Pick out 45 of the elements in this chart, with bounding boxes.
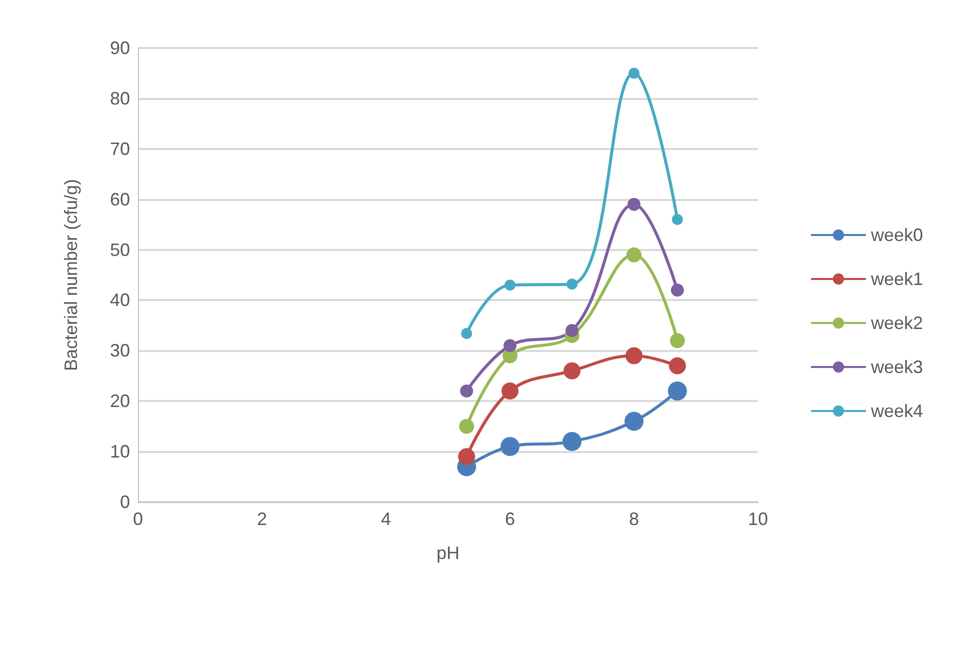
point	[626, 247, 642, 262]
point	[628, 198, 640, 211]
y-tick-label: 90	[110, 38, 130, 58]
x-tick-label: 4	[380, 509, 392, 529]
point	[504, 280, 516, 291]
x-tick-label: 8	[628, 509, 640, 529]
y-axis-title: Bacterial number (cfu/g)	[61, 178, 81, 372]
point	[668, 382, 687, 401]
y-tick-label: 0	[120, 492, 130, 512]
x-tick-label: 6	[504, 509, 516, 529]
legend-label: week4	[870, 401, 923, 421]
x-tick-label: 2	[256, 509, 268, 529]
x-tick-label: 10	[748, 509, 768, 529]
point	[628, 68, 640, 79]
point	[504, 339, 516, 352]
point	[461, 328, 472, 340]
point	[460, 384, 474, 398]
legend-label: week1	[870, 269, 923, 289]
point	[564, 362, 580, 380]
point	[624, 412, 644, 431]
y-tick-label: 40	[110, 290, 130, 310]
y-tick-label: 30	[110, 340, 130, 361]
legend-label: week0	[870, 225, 923, 245]
point	[672, 214, 683, 226]
point	[626, 347, 642, 364]
point	[566, 324, 578, 337]
point	[502, 382, 518, 400]
point	[458, 448, 476, 466]
y-tick-label: 20	[110, 391, 130, 412]
point	[562, 432, 582, 451]
y-tick-label: 70	[110, 138, 130, 159]
y-tick-label: 10	[110, 442, 130, 462]
y-tick-label: 80	[110, 88, 130, 108]
point	[566, 278, 578, 290]
point	[670, 333, 685, 348]
point	[670, 284, 684, 297]
y-tick-label: 60	[110, 189, 130, 210]
x-tick-label: 0	[132, 509, 144, 529]
legend-label: week2	[870, 313, 923, 333]
point	[500, 437, 520, 456]
legend-label: week3	[870, 357, 923, 377]
x-axis-title: pH	[436, 543, 460, 563]
y-tick-label: 50	[110, 240, 130, 260]
point	[459, 418, 474, 434]
point	[668, 357, 686, 374]
